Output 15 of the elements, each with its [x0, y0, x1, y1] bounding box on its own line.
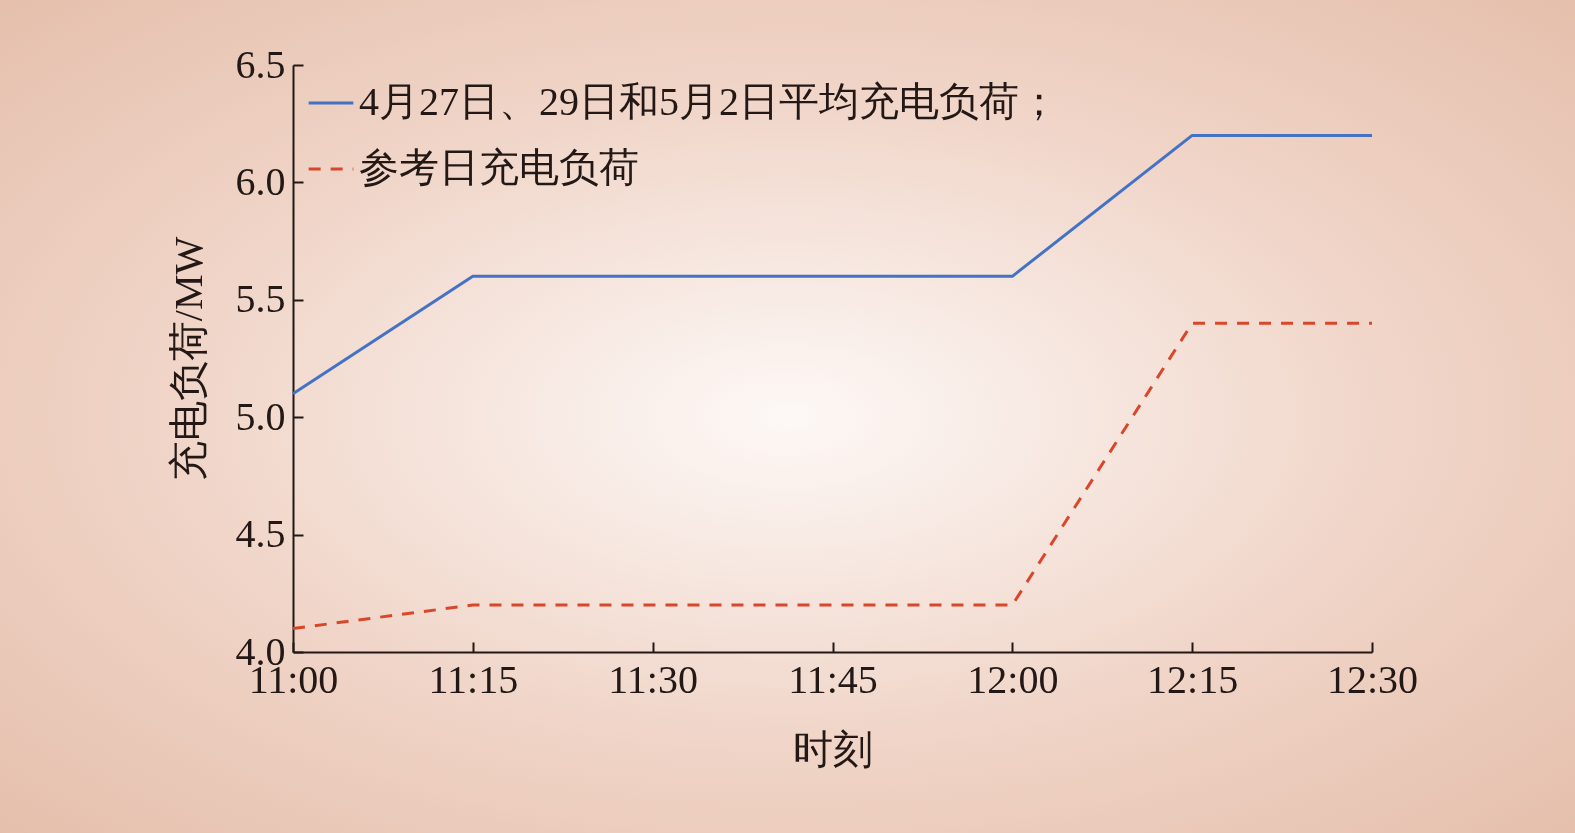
x-tick-label: 11:45 [788, 656, 878, 702]
x-tick-label: 12:30 [1326, 656, 1419, 702]
x-tick-label: 11:30 [608, 656, 698, 702]
y-tick-label: 5.5 [235, 276, 286, 322]
x-tick-label: 12:00 [967, 656, 1059, 702]
x-tick-label: 11:15 [428, 656, 519, 702]
y-tick-label: 6.0 [235, 158, 286, 204]
x-axis-title: 时刻 [793, 726, 873, 772]
y-tick-label: 6.5 [235, 41, 286, 87]
x-tick-label: 12:15 [1147, 656, 1239, 702]
y-tick-label: 5.0 [235, 393, 286, 439]
legend-label: 4月27日、29日和5月2日平均充电负荷； [359, 79, 1059, 124]
legend-label: 参考日充电负荷 [359, 145, 639, 190]
y-tick-label: 4.5 [235, 511, 286, 557]
y-axis-title: 充电负荷/MW [165, 236, 211, 482]
